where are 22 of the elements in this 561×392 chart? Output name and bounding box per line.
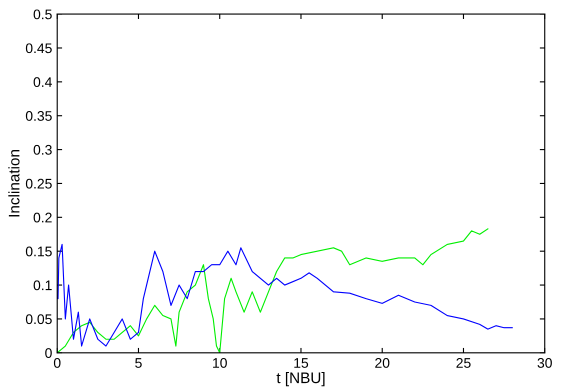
y-axis-title: Inclination bbox=[8, 150, 20, 216]
x-tick-label: 20 bbox=[375, 358, 390, 368]
x-tick-label: 0 bbox=[54, 358, 61, 368]
y-tick-label: 0.45 bbox=[26, 43, 52, 54]
y-tick-label: 0.1 bbox=[34, 280, 52, 290]
y-tick-label: 0.5 bbox=[34, 9, 52, 20]
x-tick-label: 10 bbox=[213, 358, 227, 368]
y-tick-label: 0.2 bbox=[34, 212, 52, 222]
y-tick-label: 0.25 bbox=[26, 178, 52, 189]
y-tick-label: 0.3 bbox=[34, 144, 52, 155]
x-tick-label: 25 bbox=[456, 358, 471, 368]
x-tick-label: 5 bbox=[135, 358, 142, 368]
line-series bbox=[57, 244, 513, 347]
y-tick-label: 0.05 bbox=[26, 314, 52, 324]
y-tick-label: 0.4 bbox=[34, 77, 52, 88]
x-tick-label: 30 bbox=[538, 358, 552, 368]
y-tick-label: 0.35 bbox=[26, 111, 52, 121]
y-tick-label: 0.15 bbox=[26, 246, 52, 256]
y-tick-label: 0 bbox=[45, 348, 52, 358]
x-axis-title: t [NBU] bbox=[276, 372, 325, 386]
x-tick-label: 15 bbox=[294, 358, 308, 368]
line-series bbox=[57, 228, 488, 353]
